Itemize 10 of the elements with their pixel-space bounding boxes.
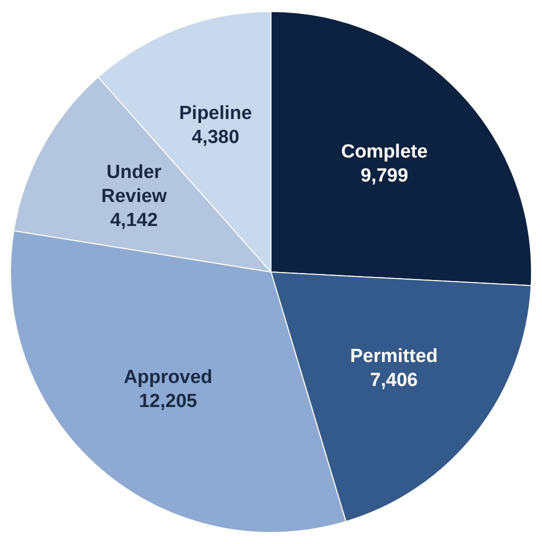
- data-label: 7,406: [370, 370, 418, 391]
- slice-label: Complete: [341, 142, 428, 163]
- slice-label: Under Review: [101, 162, 167, 207]
- data-label: 9,799: [360, 166, 408, 187]
- data-label: 4,142: [110, 210, 158, 231]
- slice-label: Pipeline: [179, 103, 252, 124]
- data-label: 4,380: [192, 127, 240, 148]
- slice-label: Approved: [124, 366, 212, 388]
- slice-label: Permitted: [350, 346, 438, 367]
- data-label: 12,205: [138, 390, 198, 412]
